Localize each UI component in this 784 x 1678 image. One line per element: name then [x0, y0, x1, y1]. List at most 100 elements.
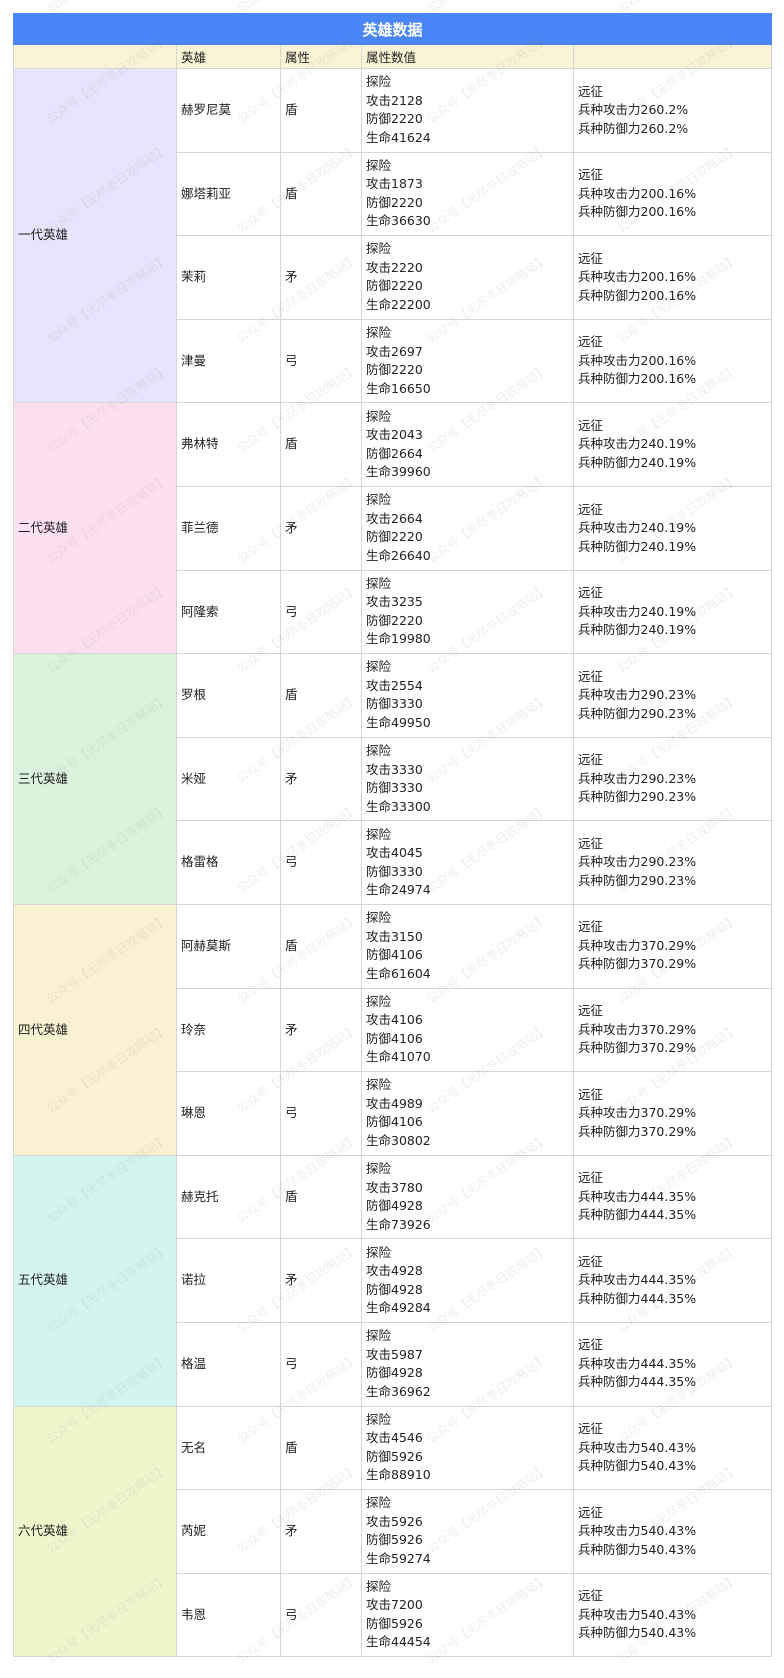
hero-type: 弓 [280, 820, 362, 905]
expedition-stats: 远征 兵种攻击力444.35% 兵种防御力444.35% [572, 1154, 773, 1240]
hero-name: 阿隆索 [176, 569, 281, 655]
expedition-line: 远征 [578, 919, 604, 935]
expedition-line: 远征 [578, 417, 604, 433]
hero-row: 津曼弓探险 攻击2697 防御2220 生命16650 远征 兵种攻击力200.16% 兵种… [14, 318, 773, 404]
expedition-line: 兵种攻击力370.29% [578, 937, 697, 953]
explore-line: 攻击3780 [366, 1179, 423, 1195]
expedition-line: 兵种防御力290.23% [578, 705, 697, 721]
expedition-line: 兵种防御力200.16% [578, 287, 697, 303]
explore-line: 探险 [366, 1578, 392, 1594]
hero-type: 盾 [280, 151, 362, 237]
expedition-stats: 远征兵种攻击力540.43% 兵种防御力540.43% [572, 1405, 773, 1491]
explore-line: 探险 [366, 74, 392, 90]
explore-line: 防御2220 [366, 362, 423, 378]
expedition-line: 兵种防御力240.19% [578, 454, 697, 470]
hero-row: 一代英雄 赫罗尼莫盾探险 攻击2128 防御2220 生命41624 远征 兵种攻击力260… [13, 67, 773, 404]
explore-line: 防御4106 [366, 1030, 423, 1046]
generation-cell: 三代英雄 [13, 653, 177, 905]
explore-stats: 探险 攻击2554 防御3330 生命49950 [361, 653, 574, 738]
expedition-line: 远征 [578, 334, 604, 350]
expedition-line: 兵种攻击力240.19% [578, 603, 697, 619]
header-row: 英雄 属性 属性数值 [13, 44, 773, 69]
explore-line: 攻击2664 [366, 510, 423, 526]
explore-line: 生命36630 [366, 213, 431, 229]
explore-line: 生命41624 [366, 129, 431, 145]
hero-row: 菲兰德矛探险 攻击2664 防御2220 生命26640 远征 兵种攻击力240.19% 兵… [14, 485, 773, 571]
expedition-line: 远征 [578, 1588, 604, 1604]
hero-row: 米娅矛探险 攻击3330 防御3330 生命33300 远征 兵种攻击力290.23% 兵种… [14, 736, 773, 822]
expedition-stats: 远征 兵种攻击力290.23% 兵种防御力290.23% [572, 820, 773, 905]
explore-stats: 探险 攻击3330 防御3330 生命33300 [361, 736, 574, 822]
hero-type: 矛 [280, 987, 362, 1073]
expedition-line: 兵种攻击力540.43% [578, 1606, 697, 1622]
hero-name: 芮妮 [176, 1489, 281, 1574]
explore-line: 生命22200 [366, 296, 431, 312]
hero-type: 盾 [280, 653, 362, 738]
hero-name: 茉莉 [176, 235, 281, 320]
explore-line: 防御4106 [366, 1114, 423, 1130]
explore-line: 探险 [366, 241, 392, 257]
table-title: 英雄数据 [12, 13, 773, 45]
explore-line: 生命73926 [366, 1216, 431, 1232]
hero-name: 诺拉 [176, 1238, 281, 1323]
expedition-line: 兵种防御力200.16% [578, 204, 697, 220]
header-hero: 英雄 [176, 44, 281, 69]
explore-line: 防御3330 [366, 696, 423, 712]
expedition-line: 兵种防御力290.23% [578, 789, 697, 805]
explore-stats: 探险 攻击5926 防御5926 生命59274 [361, 1489, 574, 1574]
explore-line: 防御4928 [366, 1281, 423, 1297]
expedition-line: 远征 [578, 167, 604, 183]
hero-row: 玲奈矛探险 攻击4106 防御4106 生命41070 远征 兵种攻击力370.29% 兵种… [14, 987, 773, 1073]
explore-line: 探险 [366, 492, 392, 508]
hero-row: 琳恩弓探险 攻击4989 防御4106 生命30802 远征 兵种攻击力370.29% 兵种… [14, 1071, 773, 1156]
hero-row: 诺拉矛探险 攻击4928 防御4928 生命49284 远征 兵种攻击力444.35% 兵种… [14, 1238, 773, 1323]
expedition-line: 兵种攻击力260.2% [578, 102, 689, 118]
explore-line: 探险 [366, 993, 392, 1009]
explore-line: 攻击2554 [366, 677, 423, 693]
expedition-line: 兵种防御力540.43% [578, 1458, 697, 1474]
explore-line: 攻击4928 [366, 1263, 423, 1279]
expedition-line: 兵种防御力200.16% [578, 371, 697, 387]
expedition-line: 兵种防御力444.35% [578, 1207, 697, 1223]
explore-stats: 探险 攻击5987 防御4928 生命36962 [361, 1321, 574, 1407]
explore-line: 防御3330 [366, 780, 423, 796]
expedition-line: 远征 [578, 250, 604, 266]
explore-line: 生命36962 [366, 1383, 431, 1399]
expedition-line: 兵种防御力260.2% [578, 120, 689, 136]
explore-line: 攻击5987 [366, 1346, 423, 1362]
header-values: 属性数值 [361, 44, 574, 69]
explore-line: 生命16650 [366, 380, 431, 396]
explore-line: 攻击4045 [366, 845, 423, 861]
explore-line: 防御2220 [366, 111, 423, 127]
explore-line: 探险 [366, 1411, 392, 1427]
expedition-line: 远征 [578, 835, 604, 851]
generation-cell: 六代英雄 [13, 1405, 177, 1658]
hero-row: 六代英雄 无名盾探险 攻击4546 防御5926 生命88910 远征 兵种攻击力540.4… [13, 1405, 773, 1658]
explore-line: 生命26640 [366, 547, 431, 563]
explore-line: 探险 [366, 1328, 392, 1344]
expedition-line: 兵种攻击力290.23% [578, 770, 697, 786]
expedition-stats: 远征兵种攻击力540.43% 兵种防御力540.43% [572, 1572, 773, 1658]
expedition-line: 兵种攻击力290.23% [578, 854, 697, 870]
expedition-stats: 远征 兵种攻击力240.19% 兵种防御力240.19% [572, 402, 773, 487]
expedition-line: 兵种攻击力540.43% [578, 1439, 697, 1455]
explore-stats: 探险 攻击3235 防御2220 生命19980 [361, 569, 574, 655]
explore-stats: 探险 攻击2697 防御2220 生命16650 [361, 318, 574, 404]
expedition-stats: 远征 兵种攻击力240.19% 兵种防御力240.19% [572, 569, 773, 655]
expedition-line: 远征 [578, 1421, 604, 1437]
expedition-line: 远征 [578, 752, 604, 768]
hero-type: 弓 [280, 318, 362, 404]
explore-line: 生命39960 [366, 464, 431, 480]
expedition-line: 兵种攻击力290.23% [578, 687, 697, 703]
explore-line: 攻击2128 [366, 92, 423, 108]
expedition-line: 兵种攻击力200.16% [578, 352, 697, 368]
explore-stats: 探险 攻击2220 防御2220 生命22200 [361, 235, 574, 320]
expedition-stats: 远征 兵种攻击力370.29% 兵种防御力370.29% [572, 987, 773, 1073]
expedition-line: 兵种防御力540.43% [578, 1625, 697, 1641]
hero-type: 矛 [280, 1489, 362, 1574]
hero-type: 弓 [280, 1321, 362, 1407]
explore-line: 防御2220 [366, 529, 423, 545]
explore-line: 攻击3235 [366, 594, 423, 610]
header-group [13, 44, 177, 69]
explore-line: 探险 [366, 659, 392, 675]
